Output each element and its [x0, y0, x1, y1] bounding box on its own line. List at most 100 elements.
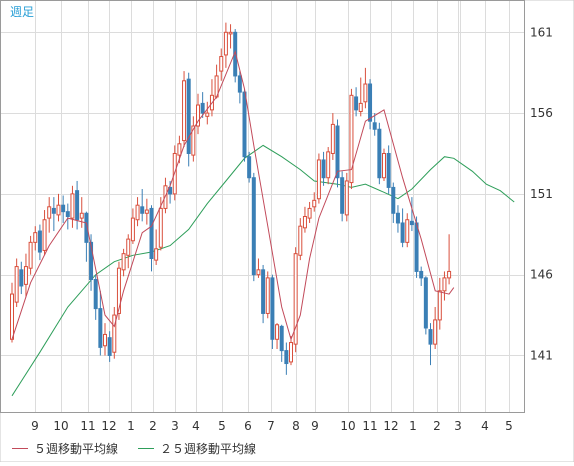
- y-tick-label: 161: [530, 25, 553, 39]
- candle-down: [107, 331, 112, 362]
- candle-body: [261, 269, 266, 314]
- candle-up: [223, 22, 228, 68]
- candle-body: [116, 267, 121, 314]
- candle-up: [265, 271, 270, 319]
- candle-body: [321, 159, 326, 179]
- candle-up: [363, 67, 368, 109]
- candle-body: [186, 78, 191, 154]
- candle-body: [419, 270, 424, 279]
- candle-body: [391, 186, 396, 214]
- x-tick-label: 10: [340, 419, 355, 433]
- candle-down: [335, 119, 340, 188]
- x-tick-label: 8: [292, 419, 300, 433]
- x-tick-label: 2: [433, 419, 441, 433]
- candle-body: [182, 80, 187, 142]
- candle-body: [130, 217, 135, 242]
- candle-up: [196, 93, 200, 135]
- candle-body: [414, 222, 419, 272]
- candle-up: [447, 234, 452, 285]
- candle-body: [47, 206, 52, 219]
- y-tick-label: 156: [530, 106, 553, 120]
- candle-up: [121, 248, 126, 277]
- candle-body: [242, 91, 247, 158]
- x-tick-label: 7: [267, 419, 275, 433]
- candle-body: [251, 177, 256, 276]
- x-tick-label: 2: [149, 419, 157, 433]
- candle-down: [98, 290, 103, 356]
- x-tick-label: 12: [383, 419, 398, 433]
- candle-body: [158, 207, 163, 248]
- candle-down: [428, 323, 433, 366]
- legend-swatch-ma5: [12, 447, 28, 449]
- candle-body: [335, 125, 340, 179]
- candle-body: [330, 123, 335, 154]
- candle-down: [200, 92, 205, 118]
- candle-up: [289, 336, 293, 366]
- candle-body: [382, 152, 386, 179]
- period-label: 週足: [10, 5, 34, 19]
- candle-body: [363, 83, 368, 103]
- candle-down: [242, 88, 247, 162]
- candle-down: [377, 122, 382, 185]
- candle-body: [65, 211, 70, 218]
- candle-up: [135, 197, 140, 227]
- candle-body: [405, 219, 410, 243]
- legend-item-ma25: ２５週移動平均線: [138, 440, 256, 457]
- candle-up: [42, 210, 47, 256]
- y-tick-label: 151: [530, 187, 553, 201]
- candle-body: [56, 204, 61, 216]
- candle-down: [270, 274, 275, 349]
- candle-body: [228, 31, 233, 35]
- candle-body: [395, 212, 400, 224]
- y-tick-label: 146: [530, 268, 553, 282]
- candle-body: [135, 204, 140, 221]
- candle-body: [149, 207, 154, 260]
- candle-body: [126, 238, 131, 256]
- candle-down: [340, 171, 345, 222]
- ma5-line: [11, 50, 455, 341]
- candle-down: [386, 145, 391, 194]
- candle-up: [33, 226, 38, 251]
- candle-up: [382, 148, 386, 181]
- candle-down: [419, 266, 424, 286]
- candle-body: [340, 177, 345, 214]
- legend-label-ma5: ５週移動平均線: [34, 441, 119, 456]
- candle-up: [437, 277, 442, 330]
- candle-body: [409, 220, 414, 226]
- candle-body: [19, 269, 24, 287]
- candle-body: [140, 206, 145, 214]
- candle-body: [93, 279, 98, 310]
- candle-body: [428, 329, 433, 345]
- candle-body: [223, 31, 228, 56]
- candle-up: [433, 306, 438, 349]
- candle-body: [237, 75, 242, 93]
- candle-up: [307, 201, 312, 223]
- candle-down: [237, 71, 242, 104]
- candle-body: [358, 102, 363, 112]
- candle-up: [103, 323, 107, 356]
- candle-up: [154, 229, 159, 265]
- candle-down: [400, 208, 405, 248]
- candle-body: [28, 241, 33, 269]
- candle-body: [349, 94, 354, 184]
- candle-body: [368, 83, 373, 122]
- legend-label-ma25: ２５週移動平均線: [160, 441, 257, 456]
- candle-body: [51, 207, 56, 214]
- candle-up: [275, 323, 280, 349]
- y-axis-ticks: 141 146 151 156 161: [530, 25, 553, 362]
- candle-body: [279, 325, 284, 352]
- candle-down: [354, 87, 359, 117]
- candle-body: [112, 314, 117, 353]
- candle-body: [37, 230, 42, 253]
- x-tick-label: 3: [171, 419, 179, 433]
- plot-border: [0, 0, 525, 413]
- candle-body: [61, 204, 66, 213]
- x-tick-label: 1: [409, 419, 417, 433]
- candle-up: [79, 197, 84, 228]
- candle-body: [121, 253, 126, 271]
- candle-up: [47, 197, 52, 233]
- candle-down: [395, 205, 400, 233]
- candle-body: [84, 212, 89, 243]
